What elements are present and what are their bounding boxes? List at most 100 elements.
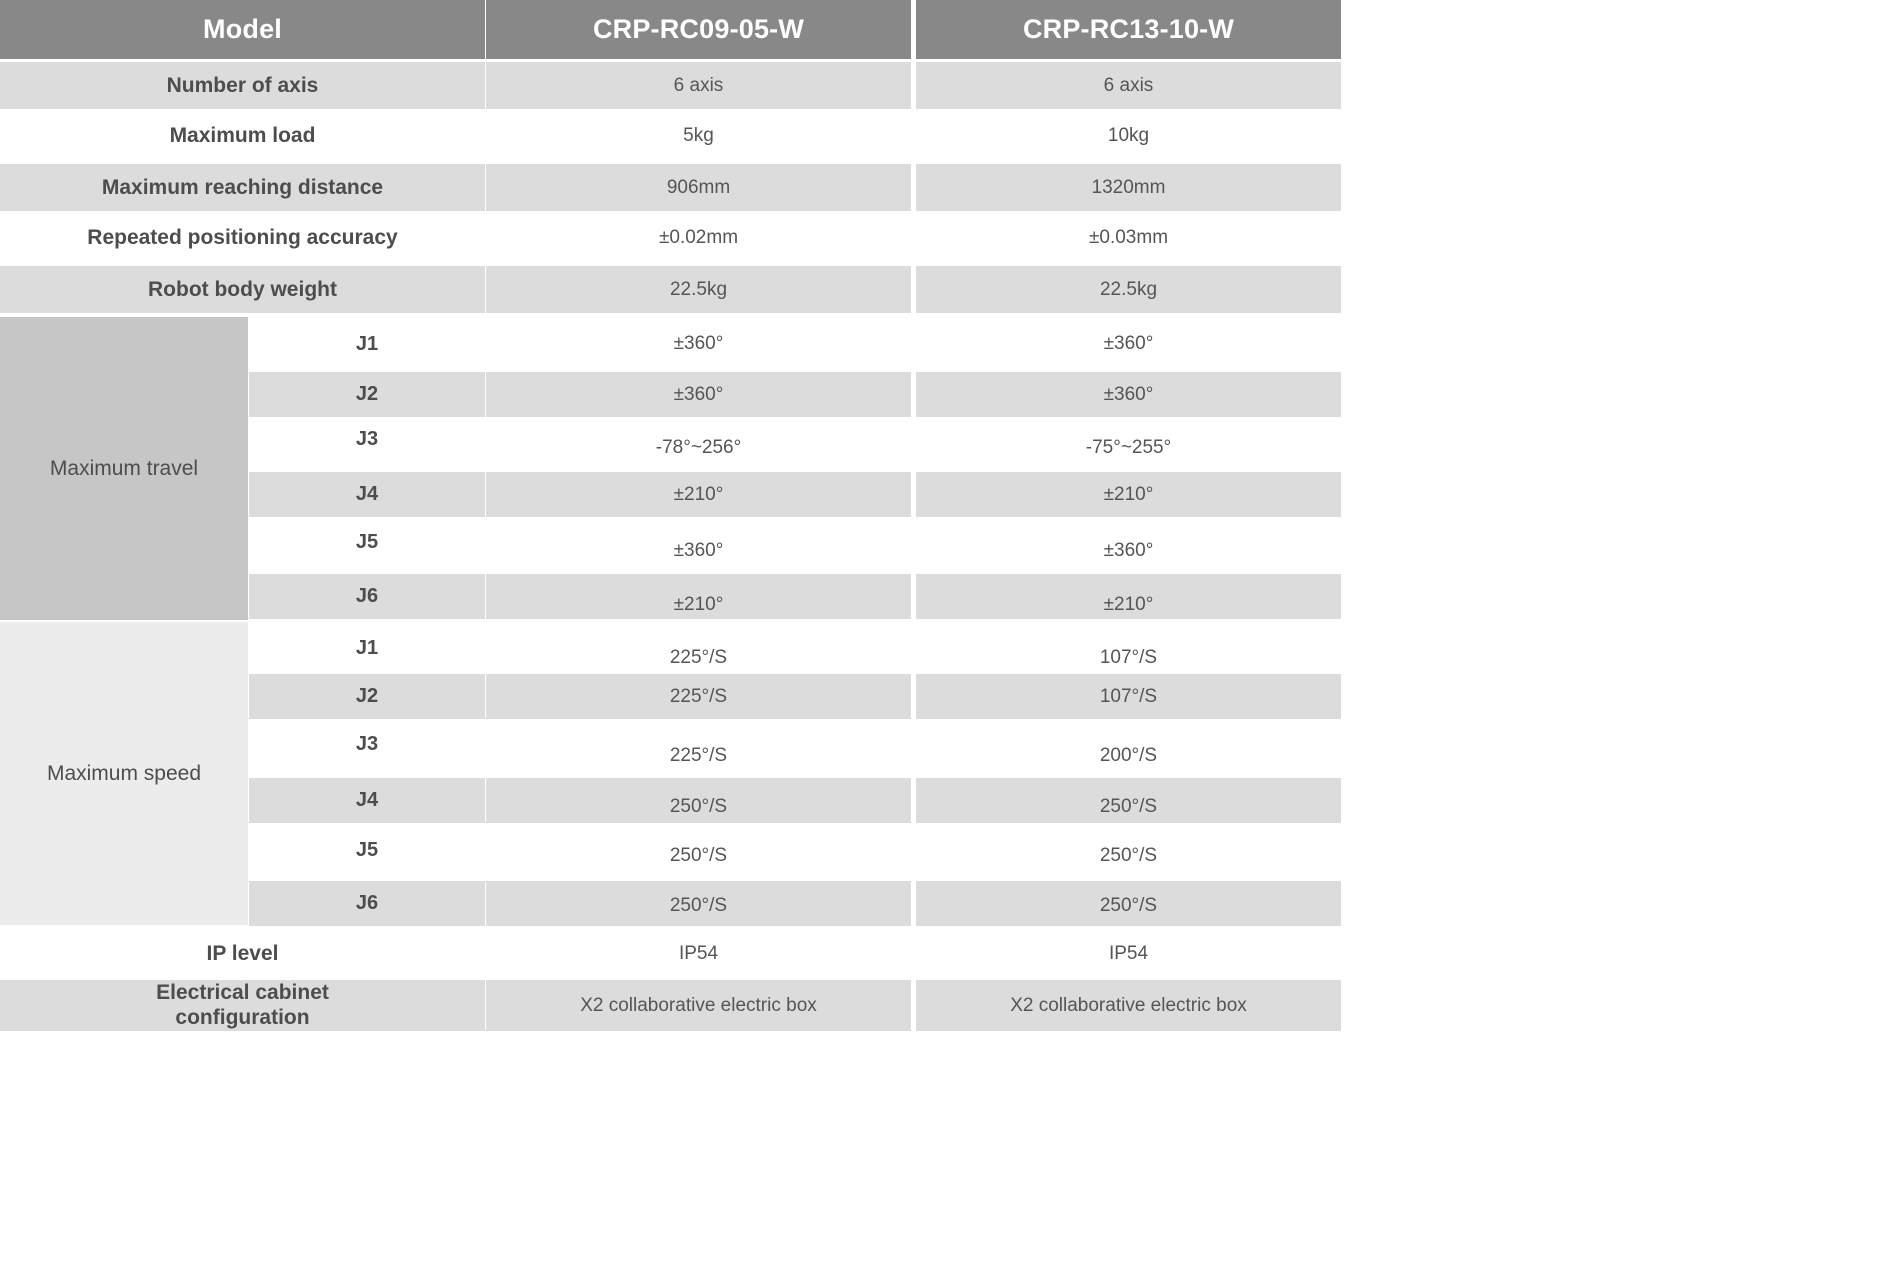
row-value-m2: ±360° <box>916 320 1341 368</box>
row-band-m1-s1 <box>486 674 911 719</box>
row-value-m1: 250°/S <box>486 833 911 878</box>
row-band-m1-2 <box>486 164 911 211</box>
table-row: Repeated positioning accuracy <box>0 214 485 262</box>
cell-value: 6 axis <box>1103 74 1154 96</box>
table-row: J2 <box>249 674 485 719</box>
row-band-m2-s5 <box>916 881 1341 926</box>
cell-value: 250°/S <box>669 844 728 866</box>
table-row: Robot body weight <box>0 266 485 313</box>
cell-value: 107°/S <box>1099 685 1158 707</box>
row-value-m2: 6 axis <box>916 62 1341 109</box>
row-label: Robot body weight <box>148 277 337 301</box>
table-row: J6 <box>249 881 485 926</box>
cell-value: ±360° <box>673 383 724 405</box>
row-value-m1: ±360° <box>486 372 911 417</box>
cell-value: 250°/S <box>1099 844 1158 866</box>
row-value-m2: 250°/S <box>916 784 1341 829</box>
cell-value: 225°/S <box>669 744 728 766</box>
table-row: IP level <box>0 931 485 977</box>
joint-label: J6 <box>355 585 379 607</box>
row-value-m2: 200°/S <box>916 733 1341 778</box>
row-label-line2: configuration <box>175 1005 310 1029</box>
row-value-m2: ±210° <box>916 472 1341 517</box>
cell-value: 22.5kg <box>669 278 728 300</box>
cell-value: IP54 <box>1108 943 1149 964</box>
row-band-m2-s1 <box>916 674 1341 719</box>
table-row: Maximum reaching distance <box>0 164 485 211</box>
row-value-m1: ±360° <box>486 320 911 368</box>
cell-value: ±360° <box>1103 539 1154 561</box>
table-row: J2 <box>249 372 485 417</box>
row-band-m1-t5 <box>486 574 911 619</box>
header-band-model-2 <box>916 0 1341 59</box>
row-band-sub-s3 <box>249 778 485 823</box>
table-row: J5 <box>249 828 485 873</box>
row-value-m2: 250°/S <box>916 883 1341 928</box>
table-row: Maximum load <box>0 112 485 160</box>
row-value-m1: 250°/S <box>486 883 911 928</box>
row-value-m2: 10kg <box>916 112 1341 160</box>
table-row: J3 <box>249 722 485 767</box>
row-value-m1: 22.5kg <box>486 266 911 313</box>
row-band-sub-t3 <box>249 472 485 517</box>
row-band-m2-2 <box>916 164 1341 211</box>
cell-value: ±360° <box>673 539 724 561</box>
row-band-sub-s5 <box>249 881 485 926</box>
cell-value: 250°/S <box>669 894 728 916</box>
table-row: J4 <box>249 472 485 517</box>
row-value-m1: 225°/S <box>486 733 911 778</box>
cell-value: ±210° <box>673 483 724 505</box>
joint-label: J3 <box>355 733 379 755</box>
row-band-label-0 <box>0 62 485 109</box>
cell-value: ±360° <box>673 333 724 354</box>
row-value-m1: 6 axis <box>486 62 911 109</box>
group-label-maximum-speed: Maximum speed <box>0 622 248 925</box>
row-band-m1-4 <box>486 266 911 313</box>
row-band-label-4 <box>0 266 485 313</box>
row-band-m1-t1 <box>486 372 911 417</box>
row-value-m1: 250°/S <box>486 784 911 829</box>
row-band-m1-f1 <box>486 980 911 1031</box>
row-label: Maximum load <box>169 124 316 147</box>
cell-value: ±210° <box>1103 483 1154 505</box>
row-label: IP level <box>206 942 279 965</box>
row-label: Number of axis <box>166 73 319 97</box>
row-value-m2: IP54 <box>916 931 1341 977</box>
row-value-m2: -75°~255° <box>916 425 1341 470</box>
cell-value: 906mm <box>666 176 731 198</box>
table-row: Electrical cabinet configuration <box>0 980 485 1031</box>
row-label: Repeated positioning accuracy <box>87 226 398 249</box>
row-value-m1: 225°/S <box>486 674 911 719</box>
cell-value: 250°/S <box>1099 795 1158 817</box>
row-value-m2: ±0.03mm <box>916 214 1341 262</box>
table-row: J4 <box>249 778 485 823</box>
cell-value: ±360° <box>1103 333 1154 354</box>
row-band-m1-0 <box>486 62 911 109</box>
row-band-m1-s5 <box>486 881 911 926</box>
cell-value: 225°/S <box>669 685 728 707</box>
row-band-sub-t5 <box>249 574 485 619</box>
table-row: J5 <box>249 520 485 565</box>
table-row: J3 <box>249 417 485 462</box>
row-band-m2-4 <box>916 266 1341 313</box>
joint-label: J5 <box>355 839 379 861</box>
cell-value: 5kg <box>683 125 714 146</box>
row-band-m2-t3 <box>916 472 1341 517</box>
group-label-maximum-travel: Maximum travel <box>0 317 248 620</box>
row-value-m1: 906mm <box>486 164 911 211</box>
cell-value: 22.5kg <box>1099 278 1158 300</box>
table-row: J1 <box>249 626 485 671</box>
row-value-m1: ±210° <box>486 472 911 517</box>
row-band-m2-t5 <box>916 574 1341 619</box>
joint-label: J4 <box>355 789 379 811</box>
cell-value: -75°~255° <box>1085 436 1172 458</box>
cell-value: IP54 <box>678 943 719 964</box>
row-band-m2-0 <box>916 62 1341 109</box>
header-label-model-2: CRP-RC13-10-W <box>1022 14 1235 44</box>
row-band-label-f1 <box>0 980 485 1031</box>
cell-value: 1320mm <box>1091 176 1166 198</box>
row-value-m1: ±210° <box>486 582 911 627</box>
header-label-model: Model <box>203 14 282 44</box>
cell-value: 250°/S <box>669 795 728 817</box>
